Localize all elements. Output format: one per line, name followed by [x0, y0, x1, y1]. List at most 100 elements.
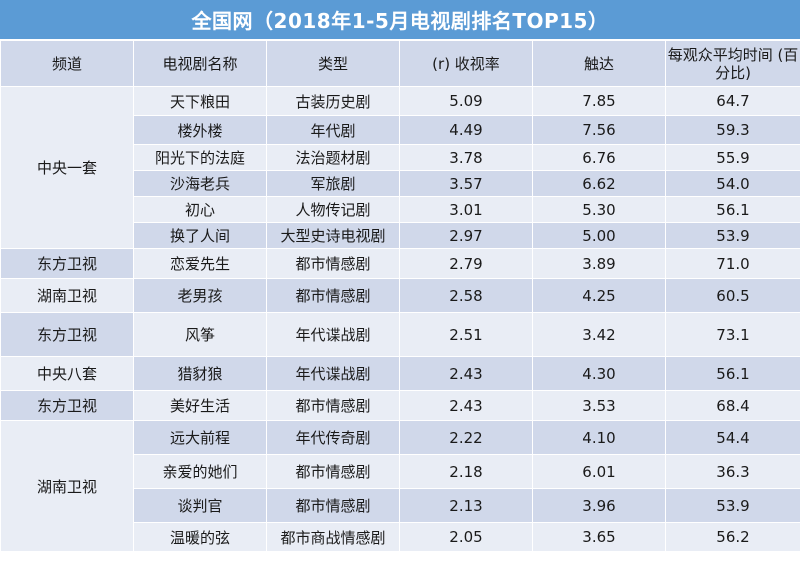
header-drama-name: 电视剧名称	[133, 40, 267, 87]
header-type: 类型	[266, 40, 400, 87]
reach-cell: 5.00	[532, 222, 666, 249]
type-cell: 大型史诗电视剧	[266, 222, 400, 249]
table-row: 阳光下的法庭 法治题材剧 3.78 6.76 55.9	[1, 144, 800, 171]
avg-time-cell: 54.4	[665, 420, 800, 455]
drama-name-cell: 阳光下的法庭	[133, 144, 267, 171]
drama-name-cell: 初心	[133, 196, 267, 223]
rating-cell: 3.01	[399, 196, 533, 223]
avg-time-cell: 56.1	[665, 356, 800, 391]
header-avg-time: 每观众平均时间 (百分比)	[665, 40, 800, 87]
rating-cell: 2.05	[399, 522, 533, 552]
table-row: 东方卫视 恋爱先生 都市情感剧 2.79 3.89 71.0	[0, 248, 800, 279]
type-cell: 都市情感剧	[266, 278, 400, 313]
header-row: 频道 电视剧名称 类型 (r) 收视率 触达 每观众平均时间 (百分比)	[0, 40, 800, 87]
avg-time-cell: 71.0	[665, 248, 800, 279]
type-cell: 军旅剧	[266, 170, 400, 197]
drama-name-cell: 天下粮田	[133, 86, 267, 116]
rating-cell: 2.79	[399, 248, 533, 279]
drama-name-cell: 风筝	[133, 312, 267, 357]
table-body: 中央一套 天下粮田 古装历史剧 5.09 7.85 64.7 楼外楼 年代剧 4.49 7.56 5…	[0, 86, 800, 552]
type-cell: 年代剧	[266, 115, 400, 145]
rating-cell: 2.58	[399, 278, 533, 313]
rating-cell: 2.13	[399, 488, 533, 523]
avg-time-cell: 64.7	[665, 86, 800, 116]
drama-name-cell: 沙海老兵	[133, 170, 267, 197]
avg-time-cell: 36.3	[665, 454, 800, 489]
type-cell: 人物传记剧	[266, 196, 400, 223]
table-row: 湖南卫视 远大前程 年代传奇剧 2.22 4.10 54.4	[0, 420, 800, 552]
rating-cell: 2.18	[399, 454, 533, 489]
avg-time-cell: 56.1	[665, 196, 800, 223]
reach-cell: 4.25	[532, 278, 666, 313]
channel-cell: 中央一套	[0, 86, 134, 249]
header-rating: (r) 收视率	[399, 40, 533, 87]
type-cell: 古装历史剧	[266, 86, 400, 116]
rating-cell: 5.09	[399, 86, 533, 116]
avg-time-cell: 55.9	[665, 144, 800, 171]
channel-cell: 湖南卫视	[0, 420, 134, 552]
reach-cell: 5.30	[532, 196, 666, 223]
drama-name-cell: 猎豺狼	[133, 356, 267, 391]
avg-time-cell: 53.9	[665, 488, 800, 523]
reach-cell: 3.96	[532, 488, 666, 523]
type-cell: 都市情感剧	[266, 488, 400, 523]
header-channel: 频道	[0, 40, 134, 87]
drama-name-cell: 远大前程	[133, 420, 267, 455]
drama-name-cell: 谈判官	[133, 488, 267, 523]
table-row: 东方卫视 美好生活 都市情感剧 2.43 3.53 68.4	[0, 390, 800, 421]
type-cell: 都市情感剧	[266, 454, 400, 489]
channel-cell: 湖南卫视	[0, 278, 134, 313]
drama-name-cell: 亲爱的她们	[133, 454, 267, 489]
drama-name-cell: 美好生活	[133, 390, 267, 421]
rating-cell: 2.97	[399, 222, 533, 249]
type-cell: 都市商战情感剧	[266, 522, 400, 552]
rating-cell: 3.78	[399, 144, 533, 171]
reach-cell: 6.62	[532, 170, 666, 197]
reach-cell: 7.85	[532, 86, 666, 116]
reach-cell: 6.01	[532, 454, 666, 489]
channel-cell: 中央八套	[0, 356, 134, 391]
reach-cell: 3.42	[532, 312, 666, 357]
avg-time-cell: 56.2	[665, 522, 800, 552]
type-cell: 法治题材剧	[266, 144, 400, 171]
channel-cell: 东方卫视	[0, 248, 134, 279]
table-row: 亲爱的她们 都市情感剧 2.18 6.01 36.3	[1, 454, 800, 489]
drama-name-cell: 楼外楼	[133, 115, 267, 145]
drama-name-cell: 换了人间	[133, 222, 267, 249]
table-row: 中央八套 猎豺狼 年代谍战剧 2.43 4.30 56.1	[0, 356, 800, 391]
type-cell: 年代谍战剧	[266, 312, 400, 357]
header-reach: 触达	[532, 40, 666, 87]
channel-cell: 东方卫视	[0, 390, 134, 421]
avg-time-cell: 54.0	[665, 170, 800, 197]
reach-cell: 3.53	[532, 390, 666, 421]
avg-time-cell: 59.3	[665, 115, 800, 145]
table-row: 初心 人物传记剧 3.01 5.30 56.1	[1, 196, 800, 223]
avg-time-cell: 68.4	[665, 390, 800, 421]
reach-cell: 4.30	[532, 356, 666, 391]
type-cell: 年代谍战剧	[266, 356, 400, 391]
rating-cell: 3.57	[399, 170, 533, 197]
rating-cell: 2.51	[399, 312, 533, 357]
drama-name-cell: 温暖的弦	[133, 522, 267, 552]
reach-cell: 6.76	[532, 144, 666, 171]
type-cell: 都市情感剧	[266, 390, 400, 421]
table-row: 温暖的弦 都市商战情感剧 2.05 3.65 56.2	[1, 522, 800, 552]
table-row: 换了人间 大型史诗电视剧 2.97 5.00 53.9	[1, 222, 800, 249]
reach-cell: 3.89	[532, 248, 666, 279]
ranking-table: 频道 电视剧名称 类型 (r) 收视率 触达 每观众平均时间 (百分比) 中央一…	[0, 40, 800, 552]
table-row: 沙海老兵 军旅剧 3.57 6.62 54.0	[1, 170, 800, 197]
table-row: 谈判官 都市情感剧 2.13 3.96 53.9	[1, 488, 800, 523]
reach-cell: 4.10	[532, 420, 666, 455]
type-cell: 年代传奇剧	[266, 420, 400, 455]
reach-cell: 7.56	[532, 115, 666, 145]
table-title: 全国网（2018年1-5月电视剧排名TOP15）	[0, 0, 800, 40]
channel-cell: 东方卫视	[0, 312, 134, 357]
table-row: 楼外楼 年代剧 4.49 7.56 59.3	[1, 115, 800, 145]
rating-cell: 2.43	[399, 390, 533, 421]
avg-time-cell: 73.1	[665, 312, 800, 357]
table-row: 湖南卫视 老男孩 都市情感剧 2.58 4.25 60.5	[0, 278, 800, 313]
rating-cell: 2.43	[399, 356, 533, 391]
table-row: 东方卫视 风筝 年代谍战剧 2.51 3.42 73.1	[0, 312, 800, 357]
avg-time-cell: 53.9	[665, 222, 800, 249]
